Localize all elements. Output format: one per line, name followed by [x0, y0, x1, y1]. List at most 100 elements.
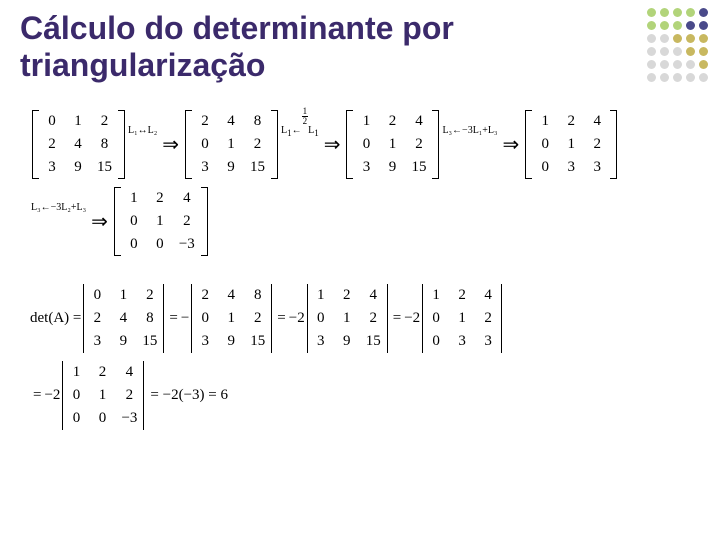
dot-icon — [660, 60, 669, 69]
matrix-cell: 1 — [121, 187, 147, 210]
dot-icon — [686, 47, 695, 56]
matrix-2: 2480123915 — [185, 110, 278, 179]
matrix-cell: 1 — [218, 133, 244, 156]
det-2: 2480123915 — [191, 284, 272, 353]
matrix-cell: 15 — [360, 330, 387, 353]
matrix-cell: 15 — [91, 156, 118, 179]
dot-icon — [686, 60, 695, 69]
dot-icon — [699, 21, 708, 30]
arrow-icon: ⇒ — [503, 132, 520, 157]
dot-icon — [699, 8, 708, 17]
dot-icon — [647, 8, 656, 17]
math-content: 0122483915 L₁↔L₂ ⇒ 2480123915 L1←12L1 ⇒ … — [30, 110, 690, 438]
arrow-icon: ⇒ — [324, 132, 341, 157]
matrix-cell: −3 — [115, 407, 143, 430]
matrix-cell: 3 — [192, 156, 218, 179]
matrix-cell: 9 — [218, 330, 244, 353]
dot-icon — [647, 73, 656, 82]
matrix-cell: 8 — [244, 284, 271, 307]
matrix-cell: 0 — [423, 330, 449, 353]
dot-icon — [673, 47, 682, 56]
matrix-cell: 8 — [91, 133, 118, 156]
matrix-cell: 3 — [39, 156, 65, 179]
matrix-cell: 3 — [449, 330, 475, 353]
matrix-cell: 0 — [63, 384, 89, 407]
arrow-icon: ⇒ — [162, 132, 179, 157]
matrix-cell: 1 — [334, 307, 360, 330]
matrix-cell: 2 — [91, 110, 118, 133]
det-4: 124012033 — [422, 284, 502, 353]
row-op-4: L₃←−3L₂+L₃ — [31, 202, 86, 213]
matrix-cell: 2 — [115, 384, 143, 407]
matrix-cell: 3 — [353, 156, 379, 179]
matrix-cell: 3 — [192, 330, 218, 353]
dot-icon — [660, 47, 669, 56]
dot-icon — [647, 60, 656, 69]
matrix-cell: 0 — [147, 233, 173, 256]
matrix-cell: 4 — [584, 110, 610, 133]
matrix-cell: 1 — [532, 110, 558, 133]
dot-icon — [647, 21, 656, 30]
matrix-cell: 8 — [244, 110, 271, 133]
matrix-1: 0122483915 — [32, 110, 125, 179]
dot-icon — [647, 47, 656, 56]
matrix-3: 1240123915 — [346, 110, 439, 179]
dot-icon — [660, 8, 669, 17]
matrix-cell: 3 — [308, 330, 334, 353]
matrix-cell: 2 — [244, 307, 271, 330]
slide-title: Cálculo do determinante por triangulariz… — [20, 10, 454, 84]
elimination-row-2: L₃←−3L₂+L₃ ⇒ 12401200−3 — [30, 187, 690, 256]
dot-icon — [686, 21, 695, 30]
det-3: 1240123915 — [307, 284, 388, 353]
matrix-cell: 1 — [449, 307, 475, 330]
matrix-cell: 2 — [89, 361, 115, 384]
dot-icon — [699, 73, 708, 82]
dot-icon — [699, 60, 708, 69]
matrix-cell: 0 — [89, 407, 115, 430]
matrix-cell: 4 — [65, 133, 91, 156]
matrix-cell: 2 — [192, 110, 218, 133]
matrix-cell: 1 — [308, 284, 334, 307]
arrow-icon: ⇒ — [91, 209, 108, 234]
matrix-cell: 2 — [584, 133, 610, 156]
dot-icon — [699, 34, 708, 43]
matrix-cell: 2 — [173, 210, 201, 233]
dot-icon — [686, 73, 695, 82]
matrix-cell: 1 — [218, 307, 244, 330]
matrix-cell: 0 — [353, 133, 379, 156]
decorative-dots — [647, 8, 710, 84]
matrix-cell: 9 — [65, 156, 91, 179]
matrix-cell: 3 — [84, 330, 110, 353]
matrix-cell: 2 — [244, 133, 271, 156]
matrix-cell: 2 — [192, 284, 218, 307]
matrix-cell: 1 — [110, 284, 136, 307]
dot-icon — [673, 34, 682, 43]
title-line-2: triangularização — [20, 47, 265, 83]
matrix-cell: 3 — [558, 156, 584, 179]
matrix-cell: 9 — [379, 156, 405, 179]
matrix-cell: 2 — [449, 284, 475, 307]
matrix-cell: 1 — [89, 384, 115, 407]
matrix-cell: 0 — [192, 133, 218, 156]
det-1: 0122483915 — [83, 284, 164, 353]
matrix-cell: 0 — [63, 407, 89, 430]
matrix-cell: 1 — [147, 210, 173, 233]
matrix-cell: 2 — [558, 110, 584, 133]
matrix-cell: 15 — [405, 156, 432, 179]
det-label: det(A) = — [30, 310, 81, 327]
matrix-cell: 1 — [379, 133, 405, 156]
matrix-cell: 0 — [121, 210, 147, 233]
elimination-row-1: 0122483915 L₁↔L₂ ⇒ 2480123915 L1←12L1 ⇒ … — [30, 110, 690, 179]
dot-icon — [660, 21, 669, 30]
matrix-cell: 15 — [244, 156, 271, 179]
matrix-cell: 0 — [39, 110, 65, 133]
matrix-cell: 2 — [405, 133, 432, 156]
matrix-cell: 4 — [218, 110, 244, 133]
matrix-cell: 4 — [110, 307, 136, 330]
dot-icon — [686, 34, 695, 43]
matrix-cell: 3 — [584, 156, 610, 179]
matrix-cell: 2 — [475, 307, 501, 330]
dot-icon — [660, 73, 669, 82]
matrix-cell: 0 — [423, 307, 449, 330]
matrix-cell: 0 — [532, 133, 558, 156]
